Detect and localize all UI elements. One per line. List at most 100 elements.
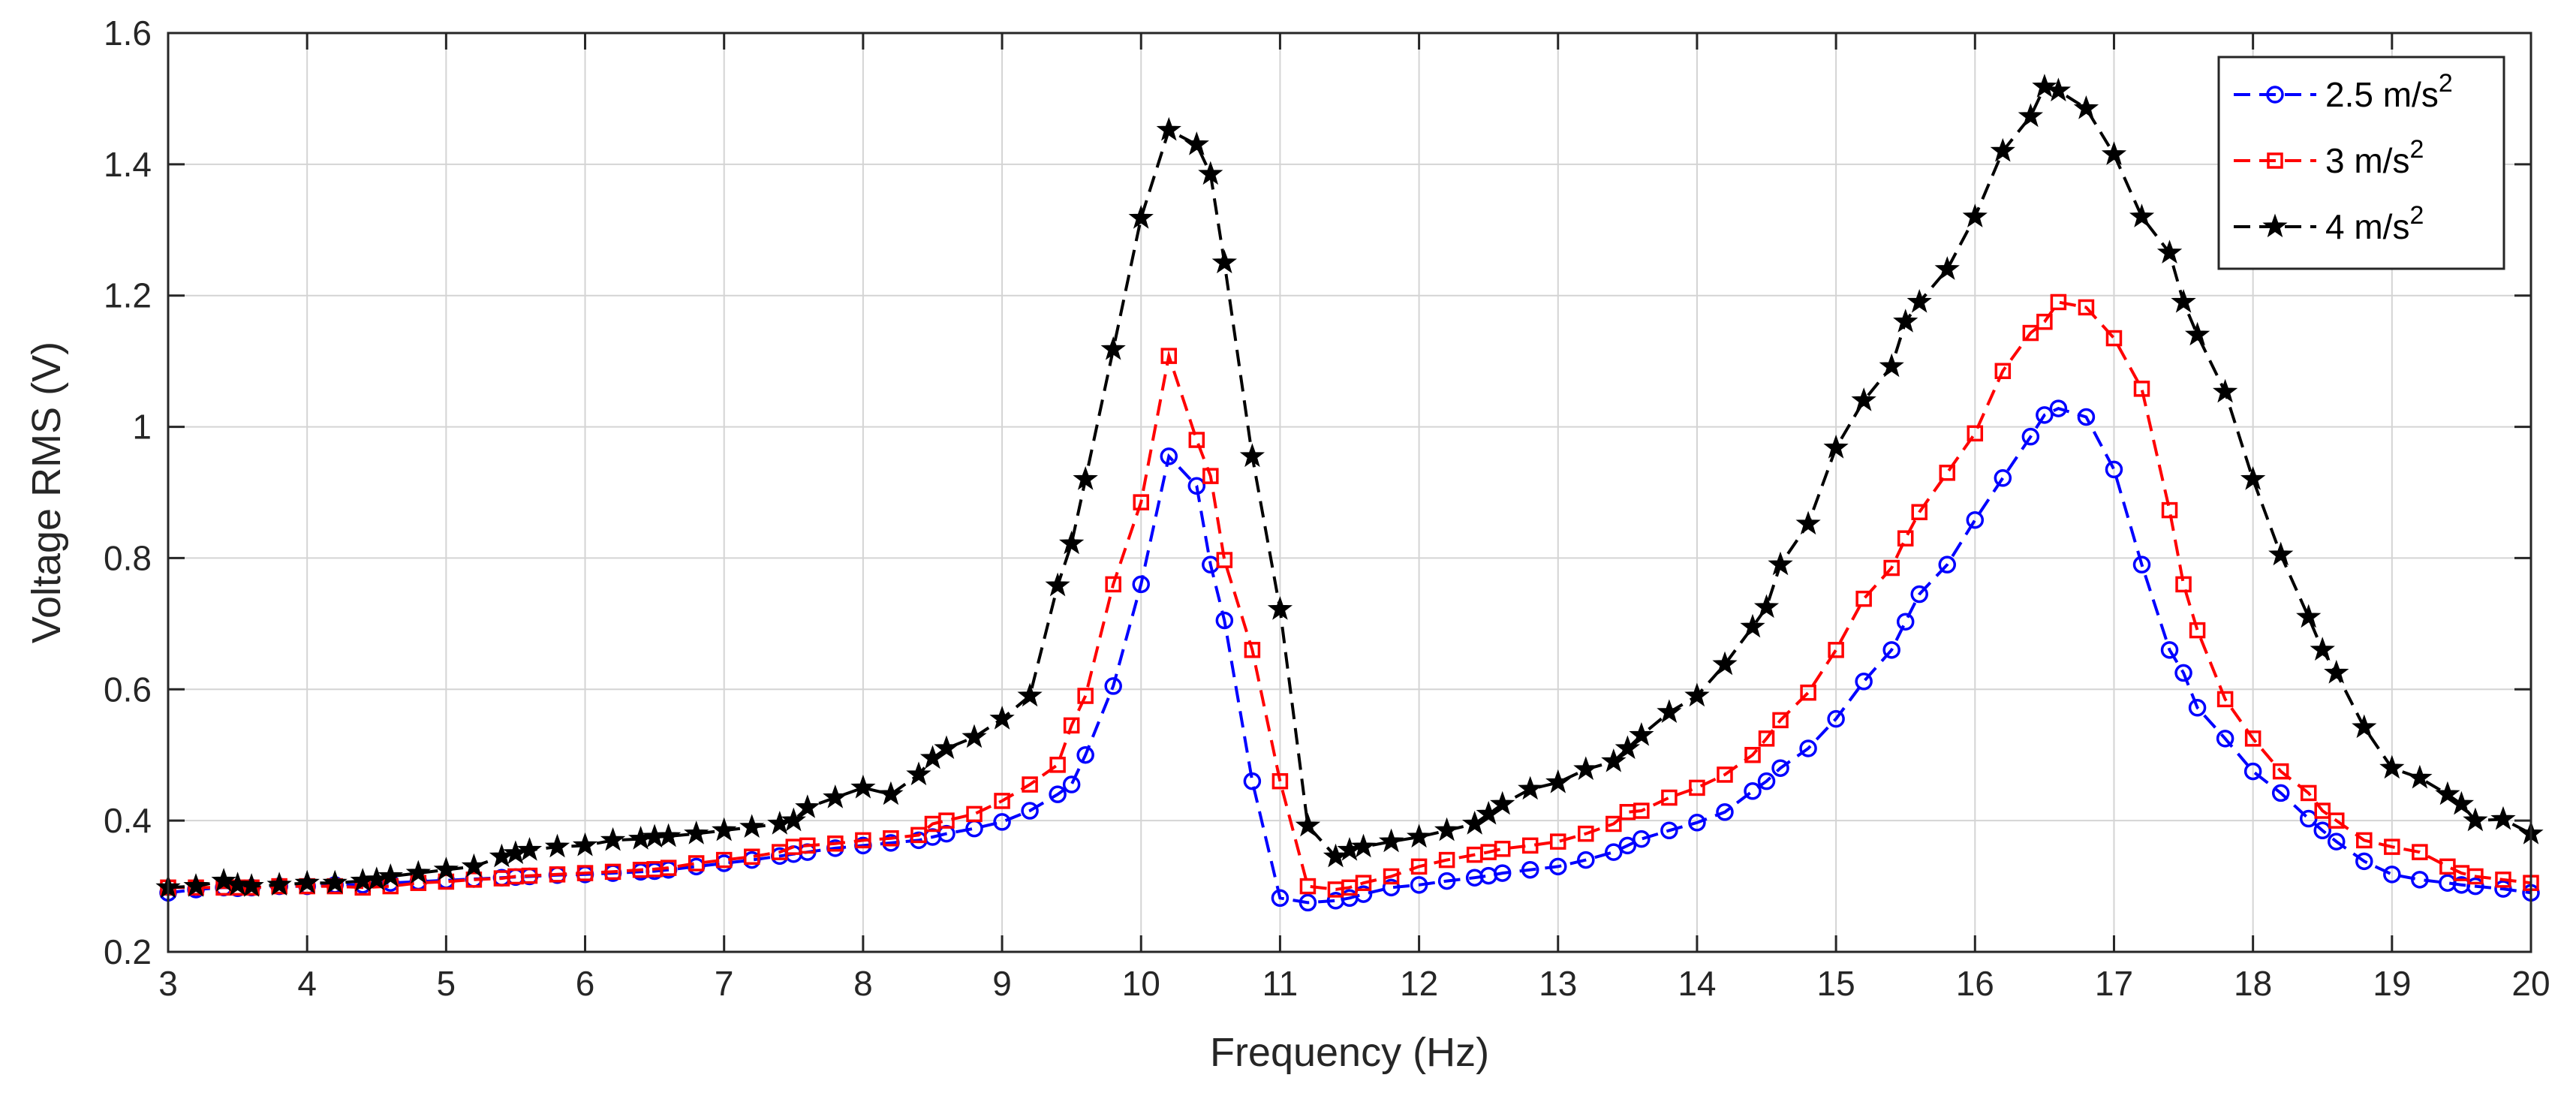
legend-label: 2.5 m/s2	[2325, 69, 2453, 114]
data-point	[1438, 851, 1455, 869]
data-point	[2216, 691, 2234, 708]
data-point	[2133, 381, 2150, 397]
data-point	[2412, 844, 2428, 860]
data-point	[211, 868, 236, 892]
plot-frame	[167, 32, 2532, 953]
data-point	[1022, 776, 1038, 793]
data-point	[2156, 239, 2183, 264]
data-point	[1618, 836, 1637, 855]
data-point	[2463, 807, 2488, 832]
data-point	[1896, 613, 1915, 631]
x-tick-label: 5	[437, 964, 456, 1003]
data-point	[2129, 203, 2155, 227]
data-point	[2171, 289, 2196, 313]
x-tick-label: 12	[1400, 964, 1438, 1003]
data-point	[2467, 868, 2484, 885]
x-tick-label: 16	[1956, 964, 1994, 1003]
data-point	[2105, 330, 2123, 347]
data-point	[1271, 772, 1289, 790]
data-point	[2240, 466, 2266, 490]
data-point	[795, 794, 820, 818]
data-point	[2495, 872, 2511, 888]
data-point	[1493, 864, 1512, 882]
data-point	[1160, 447, 1178, 465]
data-point	[2271, 784, 2290, 802]
data-point	[739, 814, 765, 839]
data-point	[2022, 324, 2039, 342]
data-point	[1897, 530, 1914, 546]
data-point	[1215, 611, 1234, 630]
data-point	[2328, 833, 2346, 851]
data-point	[966, 805, 983, 823]
y-axis-title: Voltage RMS (V)	[24, 342, 69, 643]
series-line	[168, 300, 2532, 891]
legend-label: 4 m/s2	[2325, 201, 2424, 246]
data-point	[1883, 559, 1900, 577]
data-point	[1893, 309, 1918, 333]
data-point	[1058, 530, 1085, 555]
data-point	[1244, 642, 1261, 658]
data-point	[1744, 746, 1761, 763]
data-point	[322, 869, 348, 894]
data-point	[461, 853, 487, 878]
data-point	[183, 873, 209, 897]
data-point	[1684, 682, 1710, 707]
data-point	[1615, 735, 1641, 760]
data-point	[1049, 757, 1066, 773]
data-point	[1062, 775, 1081, 793]
data-point	[1521, 860, 1539, 879]
x-tick-label: 6	[576, 964, 595, 1003]
y-tick-label: 1.2	[104, 276, 152, 315]
data-point	[823, 784, 848, 808]
data-point	[688, 855, 705, 872]
data-point	[1406, 823, 1432, 848]
data-point	[961, 724, 987, 748]
data-point	[1550, 833, 1566, 850]
data-point	[1021, 802, 1039, 820]
data-point	[1211, 249, 1238, 274]
data-point	[1434, 817, 1460, 842]
data-point	[2272, 763, 2289, 780]
data-point	[1188, 432, 1205, 448]
data-point	[1573, 756, 1599, 781]
x-tick-label: 8	[853, 964, 873, 1003]
data-point	[1605, 843, 1623, 861]
data-point	[712, 817, 737, 842]
data-point	[1521, 837, 1539, 854]
data-point	[1851, 387, 1876, 411]
data-point	[1073, 466, 1098, 490]
data-point	[2310, 637, 2335, 661]
data-point	[1629, 722, 1654, 746]
data-point	[1128, 205, 1154, 229]
data-point	[1800, 684, 1816, 701]
series-group	[155, 74, 2544, 912]
data-point	[1410, 858, 1428, 875]
data-point	[2352, 714, 2377, 739]
data-point	[2356, 832, 2373, 849]
data-point	[2407, 764, 2433, 789]
data-point	[799, 837, 816, 854]
legend-marker	[2266, 86, 2284, 104]
data-point	[989, 706, 1015, 730]
data-point	[855, 832, 871, 849]
data-point	[2132, 556, 2151, 574]
data-point	[1437, 872, 1456, 890]
data-point	[994, 793, 1010, 809]
data-point	[850, 774, 876, 799]
legend-label-superscript: 2	[2409, 201, 2424, 230]
data-point	[1184, 131, 1209, 155]
data-point	[1077, 688, 1094, 704]
data-point	[715, 851, 733, 869]
data-point	[1383, 868, 1400, 885]
legend: 2.5 m/s2 3 m/s2 4 m/s2	[2217, 56, 2505, 270]
y-tick-label: 0.4	[104, 801, 152, 840]
data-point	[2355, 852, 2373, 871]
legend-box	[2217, 56, 2505, 270]
data-point	[1267, 596, 1293, 620]
data-point	[1299, 893, 1317, 912]
data-point	[934, 735, 959, 760]
data-point	[2036, 313, 2053, 330]
data-point	[1795, 510, 1821, 535]
data-point	[1772, 712, 1789, 729]
data-point	[1757, 772, 1776, 790]
